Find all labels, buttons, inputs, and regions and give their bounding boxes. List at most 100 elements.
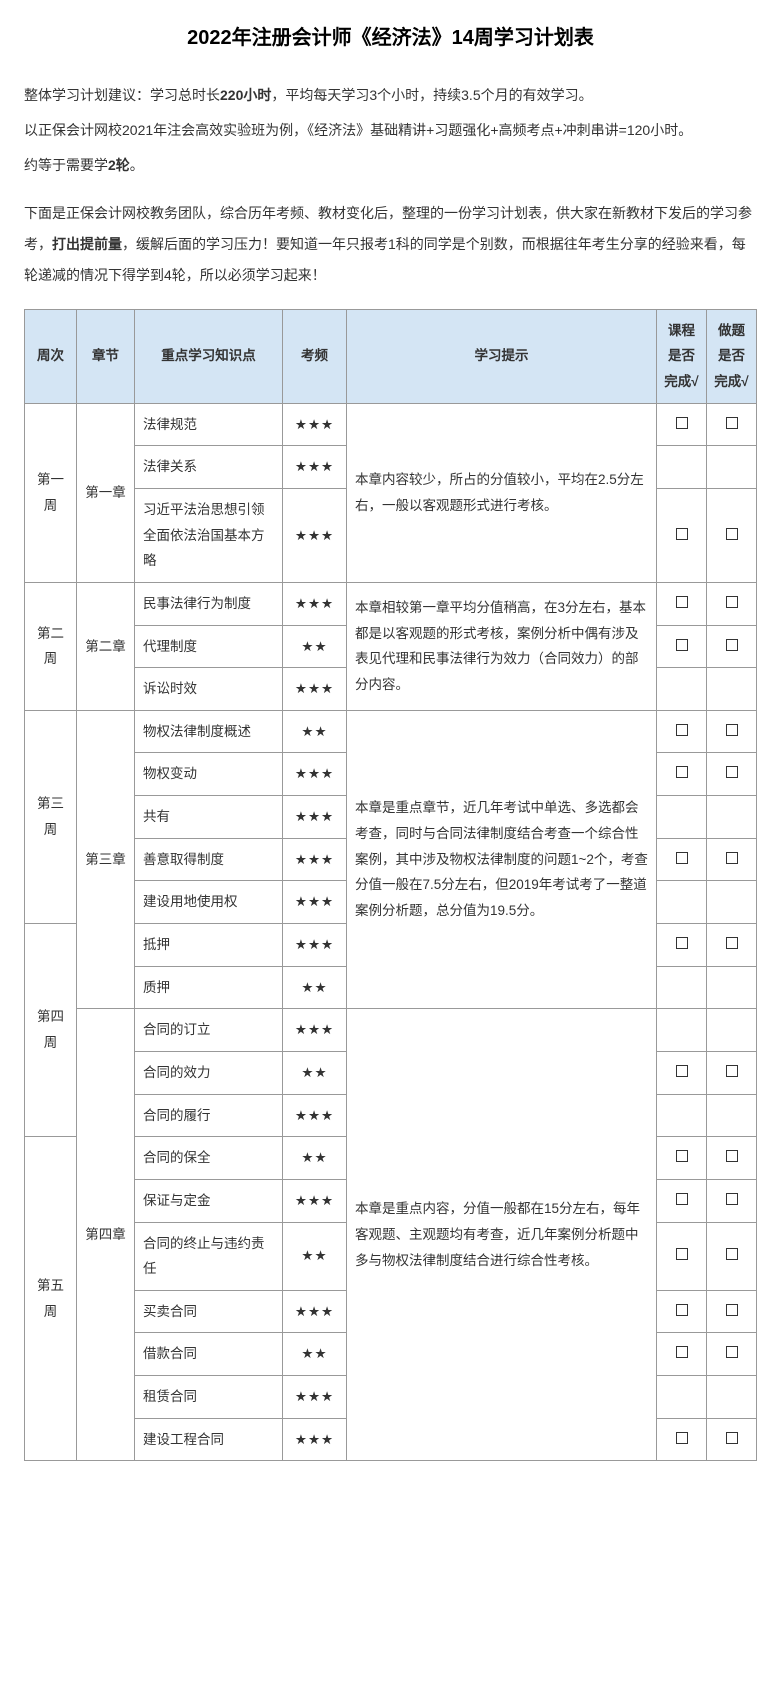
cell-check-course[interactable]	[657, 753, 707, 796]
cell-check-course[interactable]	[657, 796, 707, 839]
cell-point: 民事法律行为制度	[135, 582, 283, 625]
cell-check-exercise[interactable]	[707, 1137, 757, 1180]
cell-check-course[interactable]	[657, 668, 707, 711]
th-week: 周次	[25, 309, 77, 403]
cell-point: 合同的订立	[135, 1009, 283, 1052]
intro-block: 整体学习计划建议：学习总时长220小时，平均每天学习3个小时，持续3.5个月的有…	[24, 80, 757, 291]
checkbox-icon	[726, 1193, 738, 1205]
cell-check-course[interactable]	[657, 582, 707, 625]
intro-text: 约等于需要学	[24, 157, 108, 173]
th-chapter: 章节	[77, 309, 135, 403]
cell-check-exercise[interactable]	[707, 1009, 757, 1052]
cell-freq: ★★★	[283, 582, 347, 625]
table-row: 第四章 合同的订立 ★★★ 本章是重点内容，分值一般都在15分左右，每年客观题、…	[25, 1009, 757, 1052]
cell-check-exercise[interactable]	[707, 796, 757, 839]
cell-week: 第三周	[25, 710, 77, 923]
intro-text: ，平均每天学习3个小时，持续3.5个月的有效学习。	[271, 87, 592, 103]
cell-check-course[interactable]	[657, 1137, 707, 1180]
checkbox-icon	[676, 937, 688, 949]
cell-freq: ★★★	[283, 1418, 347, 1461]
cell-check-course[interactable]	[657, 924, 707, 967]
cell-freq: ★★★	[283, 403, 347, 446]
cell-tip: 本章是重点章节，近几年考试中单选、多选都会考查，同时与合同法律制度结合考查一个综…	[347, 710, 657, 1008]
cell-check-exercise[interactable]	[707, 668, 757, 711]
cell-check-course[interactable]	[657, 488, 707, 582]
cell-check-exercise[interactable]	[707, 1333, 757, 1376]
cell-point: 代理制度	[135, 625, 283, 668]
cell-freq: ★★★	[283, 488, 347, 582]
intro-bold: 2轮	[108, 157, 130, 173]
cell-check-exercise[interactable]	[707, 924, 757, 967]
cell-check-course[interactable]	[657, 838, 707, 881]
cell-freq: ★★	[283, 1137, 347, 1180]
cell-check-exercise[interactable]	[707, 881, 757, 924]
cell-check-exercise[interactable]	[707, 1094, 757, 1137]
checkbox-icon	[726, 1150, 738, 1162]
cell-check-course[interactable]	[657, 881, 707, 924]
th-point: 重点学习知识点	[135, 309, 283, 403]
checkbox-icon	[726, 1432, 738, 1444]
cell-freq: ★★★	[283, 1094, 347, 1137]
checkbox-icon	[676, 1150, 688, 1162]
plan-table: 周次 章节 重点学习知识点 考频 学习提示 课程是否完成√ 做题是否完成√ 第一…	[24, 309, 757, 1462]
cell-check-exercise[interactable]	[707, 966, 757, 1009]
cell-check-course[interactable]	[657, 1290, 707, 1333]
checkbox-icon	[676, 1193, 688, 1205]
cell-check-course[interactable]	[657, 1094, 707, 1137]
intro-text: 。	[130, 157, 144, 173]
checkbox-icon	[676, 1248, 688, 1260]
cell-check-exercise[interactable]	[707, 446, 757, 489]
cell-check-course[interactable]	[657, 710, 707, 753]
cell-check-exercise[interactable]	[707, 1051, 757, 1094]
cell-freq: ★★	[283, 1222, 347, 1290]
cell-week: 第四周	[25, 924, 77, 1137]
checkbox-icon	[676, 724, 688, 736]
cell-check-exercise[interactable]	[707, 838, 757, 881]
cell-check-course[interactable]	[657, 1376, 707, 1419]
checkbox-icon	[726, 596, 738, 608]
cell-point: 诉讼时效	[135, 668, 283, 711]
cell-point: 物权变动	[135, 753, 283, 796]
cell-check-exercise[interactable]	[707, 582, 757, 625]
checkbox-icon	[726, 766, 738, 778]
th-done-course: 课程是否完成√	[657, 309, 707, 403]
cell-check-exercise[interactable]	[707, 403, 757, 446]
cell-point: 质押	[135, 966, 283, 1009]
cell-point: 建设用地使用权	[135, 881, 283, 924]
cell-check-course[interactable]	[657, 625, 707, 668]
cell-point: 保证与定金	[135, 1179, 283, 1222]
cell-freq: ★★	[283, 710, 347, 753]
cell-check-exercise[interactable]	[707, 1290, 757, 1333]
cell-check-exercise[interactable]	[707, 710, 757, 753]
checkbox-icon	[726, 1248, 738, 1260]
checkbox-icon	[676, 766, 688, 778]
cell-freq: ★★★	[283, 446, 347, 489]
cell-check-course[interactable]	[657, 1179, 707, 1222]
cell-check-exercise[interactable]	[707, 1179, 757, 1222]
cell-point: 借款合同	[135, 1333, 283, 1376]
th-freq: 考频	[283, 309, 347, 403]
table-row: 第一周 第一章 法律规范 ★★★ 本章内容较少，所占的分值较小，平均在2.5分左…	[25, 403, 757, 446]
cell-check-exercise[interactable]	[707, 1376, 757, 1419]
cell-check-course[interactable]	[657, 446, 707, 489]
cell-check-course[interactable]	[657, 1051, 707, 1094]
cell-check-exercise[interactable]	[707, 488, 757, 582]
cell-check-course[interactable]	[657, 1418, 707, 1461]
cell-check-course[interactable]	[657, 966, 707, 1009]
cell-tip: 本章是重点内容，分值一般都在15分左右，每年客观题、主观题均有考查，近几年案例分…	[347, 1009, 657, 1461]
checkbox-icon	[726, 639, 738, 651]
cell-check-exercise[interactable]	[707, 1418, 757, 1461]
cell-check-exercise[interactable]	[707, 753, 757, 796]
cell-check-course[interactable]	[657, 403, 707, 446]
cell-check-exercise[interactable]	[707, 625, 757, 668]
cell-point: 租赁合同	[135, 1376, 283, 1419]
intro-bold: 220小时	[220, 87, 271, 103]
cell-check-course[interactable]	[657, 1009, 707, 1052]
cell-check-course[interactable]	[657, 1333, 707, 1376]
page-title: 2022年注册会计师《经济法》14周学习计划表	[24, 20, 757, 56]
table-row: 第三周 第三章 物权法律制度概述 ★★ 本章是重点章节，近几年考试中单选、多选都…	[25, 710, 757, 753]
cell-check-exercise[interactable]	[707, 1222, 757, 1290]
cell-check-course[interactable]	[657, 1222, 707, 1290]
checkbox-icon	[676, 1065, 688, 1077]
cell-point: 共有	[135, 796, 283, 839]
